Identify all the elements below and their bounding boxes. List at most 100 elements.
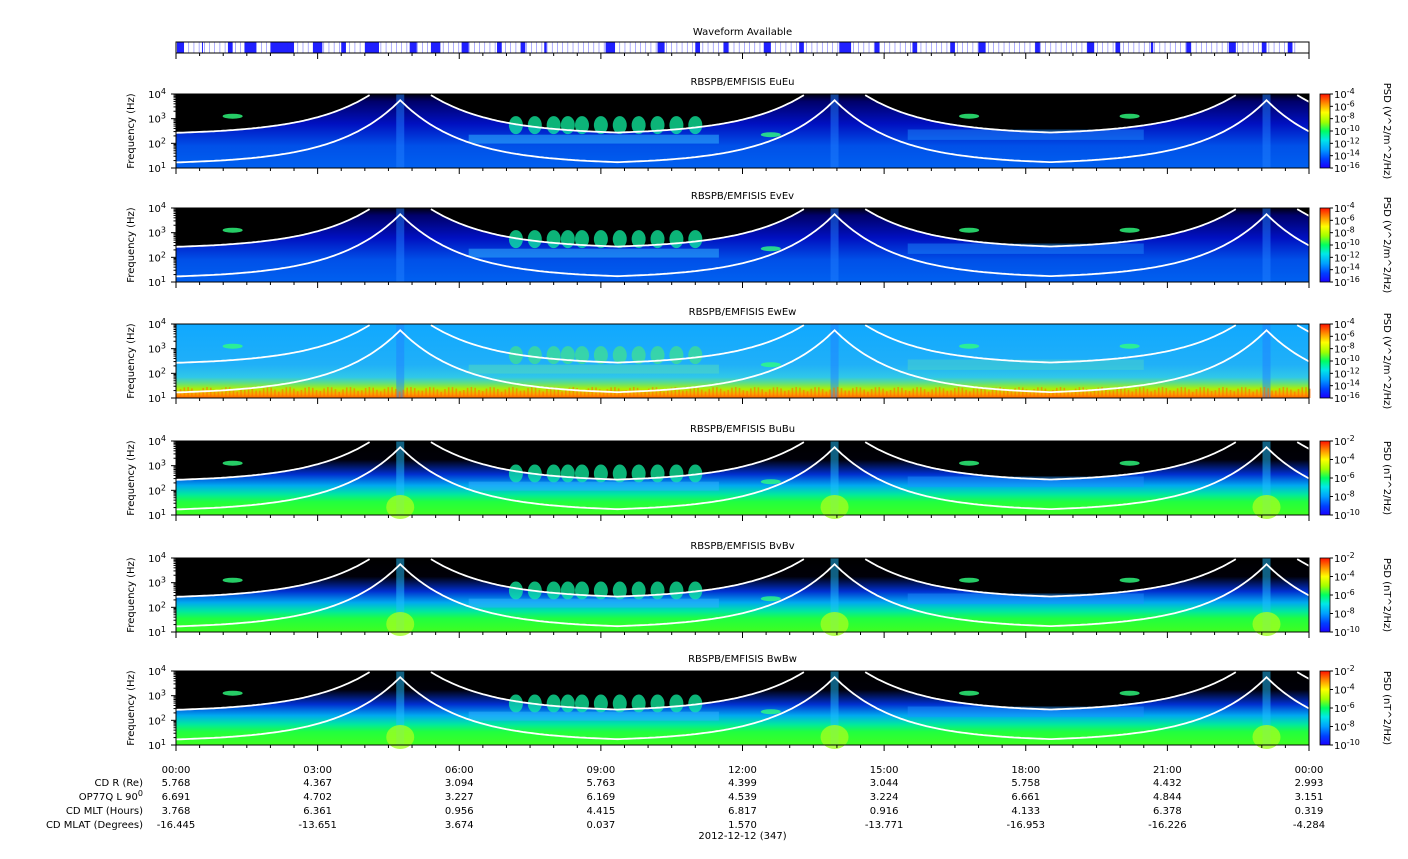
noise-spike (806, 391, 809, 398)
colorbar-tick-label: 10-4 (1334, 453, 1355, 467)
noise-spike (512, 387, 514, 398)
noise-spike (262, 388, 265, 398)
emission-streak (222, 113, 243, 119)
emission-streak (222, 227, 243, 233)
noise-spike (927, 391, 930, 398)
noise-spike (564, 389, 567, 398)
hiss-band (468, 598, 719, 608)
noise-spike (1010, 390, 1013, 398)
waveform-segment (1261, 42, 1267, 53)
noise-spike (814, 387, 816, 398)
noise-spike (383, 388, 386, 398)
colorbar-tick-label: 10-6 (1334, 471, 1355, 485)
emission-blob (650, 694, 665, 713)
ephemeris-value: -13.771 (865, 820, 904, 831)
noise-spike (342, 389, 344, 398)
noise-spike (364, 388, 367, 398)
emission-streak (760, 132, 781, 138)
fce-curve-upper (175, 94, 1310, 134)
noise-spike (455, 388, 458, 398)
noise-spike (1063, 387, 1066, 398)
emission-blob (574, 116, 589, 135)
y-tick-label: 102 (148, 366, 166, 380)
y-tick-label: 103 (148, 226, 166, 240)
noise-spike (500, 391, 503, 398)
waveform-segment (912, 42, 918, 53)
spectrogram-dark-region (176, 94, 1309, 133)
noise-spike (376, 389, 378, 398)
noise-spike (1006, 390, 1009, 398)
ephemeris-value: 3.151 (1295, 792, 1324, 803)
noise-spike (787, 390, 790, 398)
noise-spike (1233, 391, 1236, 398)
noise-spike (489, 387, 492, 398)
noise-spike (1055, 387, 1058, 398)
noise-spike (920, 387, 922, 398)
hiss-band (907, 476, 1144, 487)
fce-curve-lower (175, 212, 1310, 278)
noise-spike (247, 387, 250, 398)
colorbar-tick-label: 10-6 (1334, 588, 1355, 602)
y-axis-label: Frequency (Hz) (126, 93, 137, 169)
colorbar-tick-label: 10-14 (1334, 149, 1360, 163)
noise-spike (387, 387, 390, 398)
noise-spike (716, 387, 718, 398)
emission-blob (593, 116, 608, 135)
noise-spike (1225, 387, 1228, 398)
noise-spike (629, 387, 631, 398)
x-tick-label: 09:00 (586, 765, 615, 776)
emission-streak (222, 460, 243, 466)
noise-spike (251, 388, 254, 398)
noise-spike (1256, 389, 1258, 398)
colorbar-tick-label: 10-10 (1334, 354, 1360, 368)
noise-spike (776, 387, 779, 398)
emission-blob (508, 694, 523, 713)
emission-streak (760, 479, 781, 485)
ephemeris-value: 4.432 (1153, 778, 1182, 789)
noise-spike (719, 388, 722, 398)
emission-blob (574, 694, 589, 713)
y-axis-label: Frequency (Hz) (126, 207, 137, 283)
noise-spike (1286, 387, 1288, 398)
emission-blob (669, 464, 684, 483)
noise-spike (731, 387, 733, 398)
date-label: 2012-12-12 (347) (698, 831, 786, 842)
waveform-segment (1087, 42, 1095, 53)
noise-spike (1029, 391, 1032, 398)
noise-spike (225, 387, 227, 398)
noise-spike (221, 388, 223, 398)
waveform-segment (430, 42, 441, 53)
emission-blob (546, 230, 561, 249)
colorbar-tick-label: 10-6 (1334, 329, 1355, 343)
noise-spike (1199, 387, 1202, 398)
noise-spike (447, 387, 450, 398)
noise-spike (1154, 389, 1156, 398)
x-tick-label: 18:00 (1011, 765, 1040, 776)
noise-spike (334, 389, 337, 398)
noise-spike (451, 387, 454, 398)
y-tick-label: 103 (148, 576, 166, 590)
noise-spike (757, 387, 760, 398)
hiss-band (907, 359, 1144, 370)
noise-spike (1297, 388, 1300, 398)
emission-streak (959, 690, 980, 696)
waveform-segment (544, 42, 547, 53)
emission-streak (1119, 113, 1140, 119)
noise-spike (546, 388, 548, 398)
y-tick-label: 103 (148, 459, 166, 473)
noise-spike (191, 388, 193, 398)
noise-spike (1176, 388, 1179, 398)
noise-spike (674, 387, 677, 398)
noise-spike (270, 387, 273, 398)
colorbar-tick-label: 10-8 (1334, 490, 1355, 504)
noise-spike (583, 390, 586, 398)
noise-spike (1184, 387, 1186, 398)
noise-spike (444, 389, 446, 398)
waveform-title: Waveform Available (693, 27, 792, 38)
colorbar-tick-label: 10-8 (1334, 226, 1355, 240)
noise-spike (315, 390, 318, 398)
noise-spike (1248, 388, 1251, 398)
noise-spike (259, 390, 261, 398)
ephemeris-value: 5.758 (1011, 778, 1040, 789)
spectrogram-panel: 101 102 103 104 Frequency (Hz) 10-2 10-4 10-6 10… (126, 551, 1392, 639)
